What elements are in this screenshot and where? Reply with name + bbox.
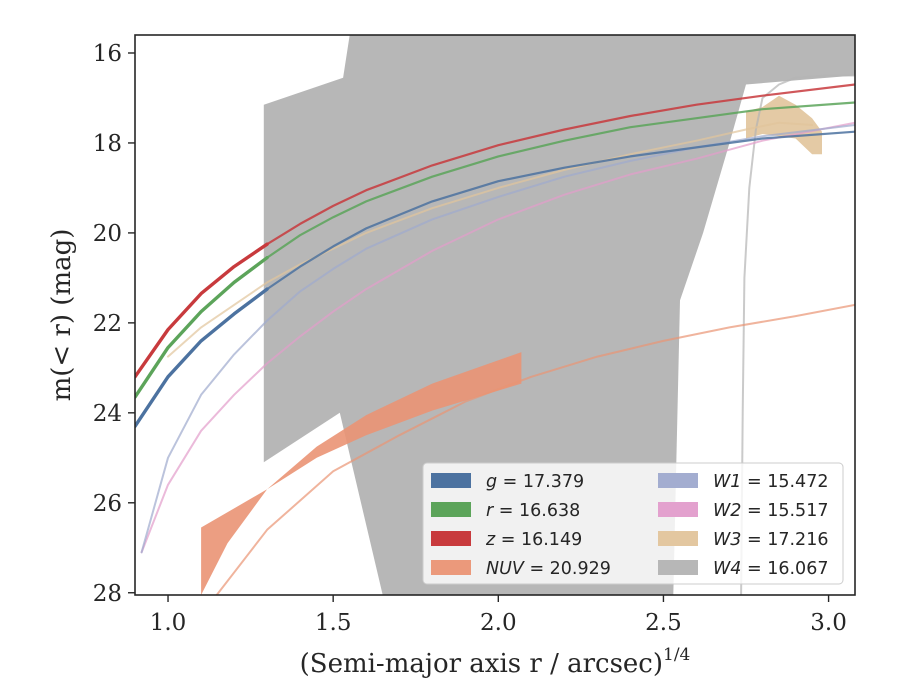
legend-label-g: g = 17.379 [486,472,584,492]
y-tick-label: 18 [93,131,122,157]
series-line-w4 [740,74,855,595]
legend-swatch-w2 [658,502,698,517]
y-tick-label: 28 [93,581,122,607]
band-w4 [263,35,855,595]
band-nuv [201,352,522,595]
legend-label-w1: W1 = 15.472 [713,472,828,492]
legend-swatch-nuv [431,560,471,575]
y-tick-label: 26 [93,491,122,517]
series-inner-line-g [135,287,269,428]
legend-label-w4: W4 = 16.067 [713,559,828,579]
legend-label-r: r = 16.638 [486,501,580,521]
y-tick-label: 22 [93,311,122,337]
legend: g = 17.379 r = 16.638 z = 16.149 NUV = 20.9… [422,462,844,585]
series-line-w2 [140,121,855,554]
legend-swatch-g [431,473,471,488]
legend-swatch-w1 [658,473,698,488]
y-tick-label: 16 [93,41,122,67]
x-axis-label: (Semi-major axis r / arcsec)1/4 [300,645,691,679]
series-line-w3 [167,121,814,358]
y-tick-label: 24 [93,401,122,427]
legend-swatch-w4 [658,560,698,575]
uncertainty-bands [201,35,855,595]
series-inner-line-r [135,256,269,399]
x-axis-label-exponent: 1/4 [663,645,690,665]
legend-label-w3: W3 = 17.216 [713,530,828,550]
legend-swatch-w3 [658,531,698,546]
y-axis-label: m(< r) (mag) [47,229,77,402]
x-axis: 1.0 1.5 2.0 2.5 3.0 [150,595,847,636]
legend-swatch-r [431,502,471,517]
legend-label-z: z = 16.149 [485,530,582,550]
y-tick-label: 20 [93,221,122,247]
x-tick-label: 1.0 [150,610,187,636]
x-tick-label: 3.0 [810,610,847,636]
legend-swatch-z [431,531,471,546]
y-axis: 16 18 20 22 24 26 28 [93,41,135,607]
band-w3 [746,95,822,155]
legend-label-nuv: NUV = 20.929 [486,559,611,579]
x-tick-label: 1.5 [315,610,352,636]
legend-label-w2: W2 = 15.517 [713,501,828,521]
series-line-nuv [215,303,855,595]
plot-frame [134,34,856,596]
x-tick-label: 2.0 [480,610,517,636]
series-inner-line-z [135,242,269,379]
curve-lines [135,74,855,595]
x-tick-label: 2.5 [645,610,682,636]
legend-box [422,462,844,585]
series-line-w1 [140,124,855,554]
